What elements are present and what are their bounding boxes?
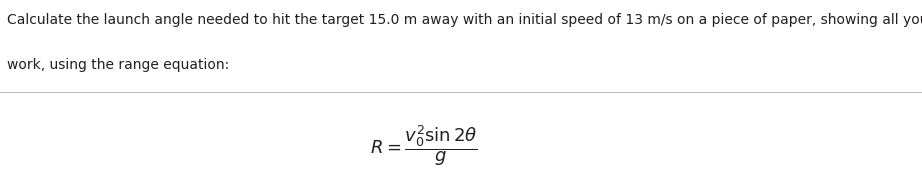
Text: work, using the range equation:: work, using the range equation: bbox=[7, 58, 230, 72]
Text: Calculate the launch angle needed to hit the target 15.0 m away with an initial : Calculate the launch angle needed to hit… bbox=[7, 13, 922, 27]
Text: $R = \dfrac{v_0^2 \sin 2\theta}{g}$: $R = \dfrac{v_0^2 \sin 2\theta}{g}$ bbox=[371, 123, 478, 168]
